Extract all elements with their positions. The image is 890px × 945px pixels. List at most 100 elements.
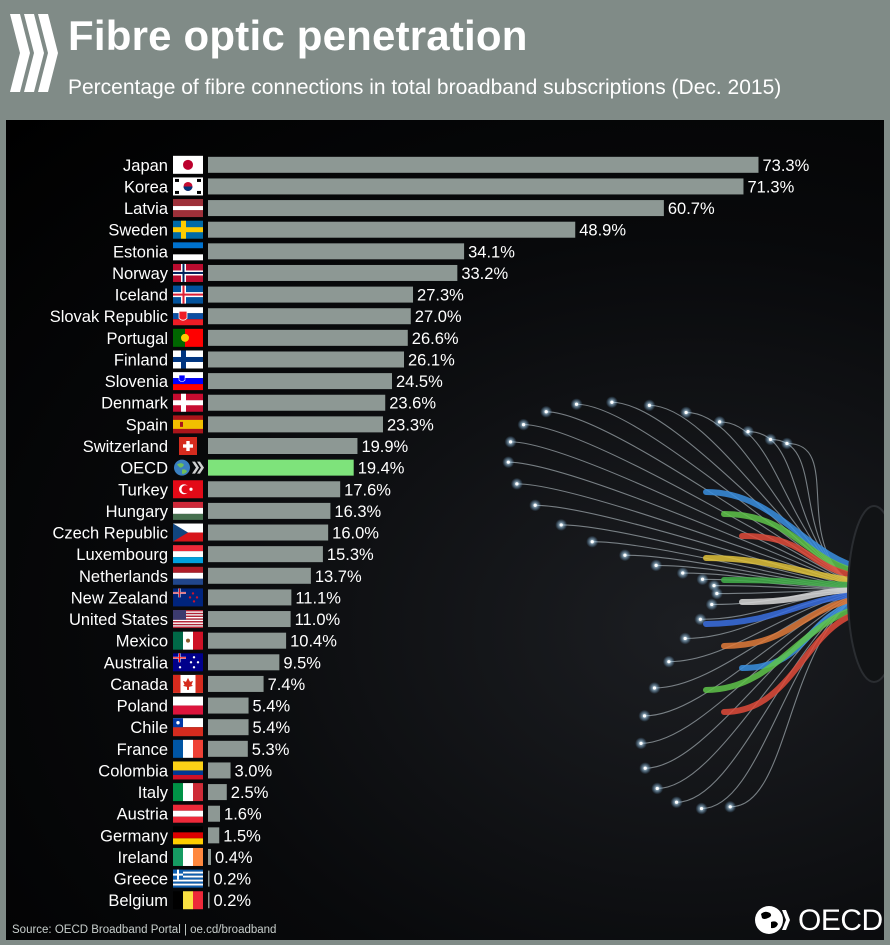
value-label-poland: 5.4% bbox=[253, 698, 291, 716]
category-label-turkey: Turkey bbox=[118, 481, 169, 499]
chart-title: Fibre optic penetration bbox=[68, 12, 528, 59]
sweden-flag-icon bbox=[173, 220, 203, 239]
bar-chart: Japan 73.3% Korea 71.3% Latvia 60.7% Sweden 48.… bbox=[50, 155, 884, 910]
italy-flag-icon bbox=[173, 783, 203, 802]
colombia-flag-icon bbox=[173, 761, 203, 780]
value-label-oecd: 19.4% bbox=[358, 460, 405, 478]
japan-flag-icon bbox=[173, 155, 203, 174]
value-label-australia: 9.5% bbox=[283, 654, 321, 672]
value-label-spain: 23.3% bbox=[387, 416, 434, 434]
value-label-canada: 7.4% bbox=[268, 676, 306, 694]
canada-flag-icon bbox=[173, 674, 203, 693]
mexico-flag-icon bbox=[173, 631, 203, 650]
oecd-logo: OECD bbox=[752, 902, 883, 938]
category-label-spain: Spain bbox=[126, 416, 168, 434]
greece-flag-icon bbox=[173, 869, 203, 888]
value-label-netherlands: 13.7% bbox=[315, 568, 362, 586]
category-label-ireland: Ireland bbox=[118, 849, 168, 867]
category-label-new-zealand: New Zealand bbox=[71, 589, 168, 607]
bar-ireland bbox=[208, 848, 212, 865]
ireland-flag-icon bbox=[173, 847, 203, 866]
value-label-luxembourg: 15.3% bbox=[327, 546, 374, 564]
bar-norway bbox=[208, 264, 458, 281]
chart-subtitle: Percentage of fibre connections in total… bbox=[68, 76, 782, 99]
chile-flag-icon bbox=[173, 718, 203, 737]
bar-czech-republic bbox=[208, 524, 329, 541]
bar-australia bbox=[208, 654, 280, 671]
category-label-slovak-republic: Slovak Republic bbox=[50, 308, 168, 326]
value-label-austria: 1.6% bbox=[224, 806, 262, 824]
category-label-netherlands: Netherlands bbox=[79, 568, 168, 586]
bar-estonia bbox=[208, 243, 465, 260]
category-label-greece: Greece bbox=[114, 871, 168, 889]
value-label-hungary: 16.3% bbox=[334, 503, 381, 521]
finland-flag-icon bbox=[173, 350, 203, 369]
value-label-turkey: 17.6% bbox=[344, 481, 391, 499]
category-label-france: France bbox=[117, 741, 168, 759]
bar-finland bbox=[208, 351, 405, 368]
denmark-flag-icon bbox=[173, 393, 203, 412]
bar-mexico bbox=[208, 632, 287, 649]
category-label-poland: Poland bbox=[117, 698, 168, 716]
value-label-ireland: 0.4% bbox=[215, 849, 253, 867]
bar-france bbox=[208, 740, 248, 757]
category-label-luxembourg: Luxembourg bbox=[76, 546, 168, 564]
bar-greece bbox=[208, 870, 210, 887]
value-label-sweden: 48.9% bbox=[579, 222, 626, 240]
bar-austria bbox=[208, 805, 221, 822]
bar-spain bbox=[208, 416, 383, 433]
bar-poland bbox=[208, 697, 249, 714]
value-label-korea: 71.3% bbox=[747, 178, 794, 196]
united-states-flag-icon bbox=[173, 610, 203, 629]
bar-luxembourg bbox=[208, 546, 323, 563]
header: Fibre optic penetration Percentage of fi… bbox=[0, 0, 890, 118]
france-flag-icon bbox=[173, 739, 203, 758]
value-label-chile: 5.4% bbox=[253, 719, 291, 737]
category-label-iceland: Iceland bbox=[115, 287, 168, 305]
portugal-flag-icon bbox=[173, 328, 203, 347]
oecd-globe-icon bbox=[755, 906, 790, 934]
category-label-sweden: Sweden bbox=[108, 222, 168, 240]
category-label-italy: Italy bbox=[138, 784, 169, 802]
category-label-estonia: Estonia bbox=[113, 243, 169, 261]
category-label-austria: Austria bbox=[117, 806, 169, 824]
bar-netherlands bbox=[208, 567, 311, 584]
value-label-italy: 2.5% bbox=[231, 784, 269, 802]
slovenia-flag-icon bbox=[173, 372, 203, 391]
bar-turkey bbox=[208, 481, 341, 498]
value-label-denmark: 23.6% bbox=[389, 395, 436, 413]
switzerland-flag-icon bbox=[179, 437, 197, 456]
value-label-colombia: 3.0% bbox=[235, 762, 273, 780]
germany-flag-icon bbox=[173, 826, 203, 845]
bar-denmark bbox=[208, 394, 386, 411]
bar-canada bbox=[208, 675, 264, 692]
hungary-flag-icon bbox=[173, 501, 203, 520]
bar-italy bbox=[208, 784, 227, 801]
value-label-finland: 26.1% bbox=[408, 351, 455, 369]
bar-latvia bbox=[208, 200, 664, 217]
chart-panel: Japan 73.3% Korea 71.3% Latvia 60.7% Sweden 48.… bbox=[6, 120, 884, 940]
source-note: Source: OECD Broadband Portal | oe.cd/br… bbox=[12, 924, 277, 936]
bar-switzerland bbox=[208, 438, 358, 455]
poland-flag-icon bbox=[173, 696, 203, 715]
value-label-estonia: 34.1% bbox=[468, 243, 515, 261]
category-label-portugal: Portugal bbox=[107, 330, 168, 348]
bar-belgium bbox=[208, 892, 210, 909]
australia-flag-icon bbox=[173, 653, 203, 672]
value-label-latvia: 60.7% bbox=[668, 200, 715, 218]
luxembourg-flag-icon bbox=[173, 545, 203, 564]
oecd-chevrons-icon bbox=[10, 14, 58, 92]
bar-oecd bbox=[208, 459, 354, 476]
value-label-norway: 33.2% bbox=[461, 265, 508, 283]
value-label-greece: 0.2% bbox=[214, 871, 252, 889]
bar-new-zealand bbox=[208, 589, 292, 606]
slovak-republic-flag-icon bbox=[173, 307, 203, 326]
value-label-iceland: 27.3% bbox=[417, 287, 464, 305]
category-label-colombia: Colombia bbox=[98, 762, 169, 780]
value-label-japan: 73.3% bbox=[762, 157, 809, 175]
bar-korea bbox=[208, 178, 744, 195]
austria-flag-icon bbox=[173, 804, 203, 823]
bar-sweden bbox=[208, 221, 576, 238]
category-label-mexico: Mexico bbox=[116, 633, 168, 651]
czech-republic-flag-icon bbox=[173, 523, 203, 542]
